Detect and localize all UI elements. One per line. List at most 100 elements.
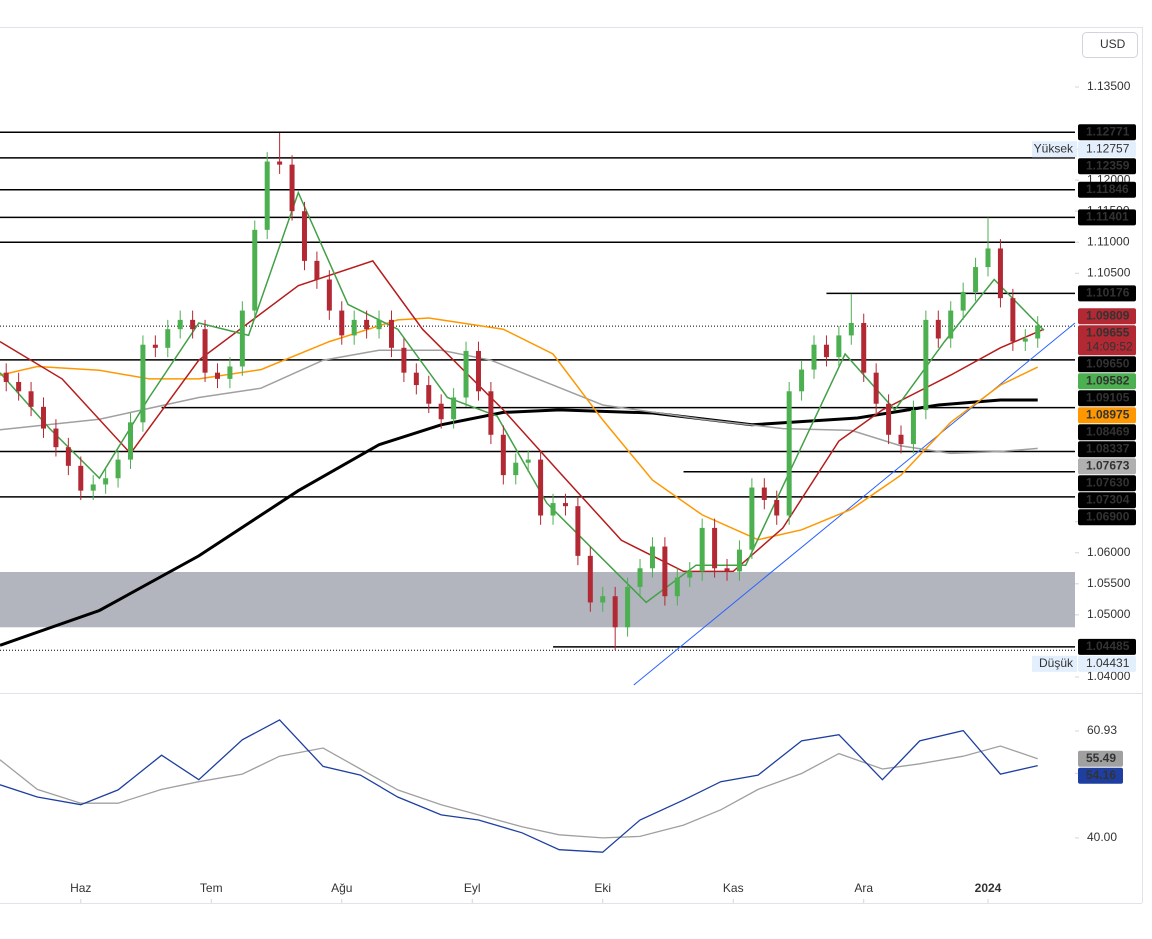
tag-badge <box>1032 141 1077 158</box>
price-badge <box>1078 458 1136 475</box>
candle-body <box>53 428 59 448</box>
candle-body <box>127 422 133 460</box>
price-badge-label: 1.06900 <box>1086 509 1130 523</box>
candle-body <box>861 322 867 373</box>
candle-body <box>600 596 606 603</box>
price-badge-label: 1.07673 <box>1086 458 1130 472</box>
price-badge <box>1078 475 1136 492</box>
indicator-badge-label: 55.49 <box>1086 751 1116 765</box>
candle-body <box>227 366 233 379</box>
y-tick-label: 1.05000 <box>1087 607 1131 621</box>
price-badge-label: 1.12757 <box>1086 141 1130 155</box>
price-badge-label: 1.08469 <box>1086 424 1130 438</box>
candle-body <box>699 527 705 572</box>
candle-body <box>873 372 879 404</box>
countdown: 14:09:52 <box>1086 339 1133 353</box>
price-badge-label: 1.07304 <box>1086 492 1130 506</box>
price-badge-label: 1.04431 <box>1086 656 1130 670</box>
currency-button[interactable] <box>1082 32 1138 58</box>
price-badge <box>1078 407 1136 424</box>
candle-body <box>575 506 581 556</box>
candle-body <box>28 391 34 407</box>
candle-body <box>326 279 332 311</box>
price-badges: 1.12771 1.12757 Yüksek 1.12359 1.11846 1.1140… <box>1032 124 1136 672</box>
price-badge <box>1078 325 1136 356</box>
price-badge <box>1078 655 1136 672</box>
indicator-line <box>0 719 1038 853</box>
candle-body <box>997 248 1003 299</box>
x-tick-label: Eyl <box>464 881 481 895</box>
candle-body <box>1022 338 1028 342</box>
y-tick-label: 1.05500 <box>1087 576 1131 590</box>
candle-body <box>177 319 183 330</box>
candle-body <box>488 391 494 435</box>
price-badge-label: 1.08337 <box>1086 441 1130 455</box>
candle-body <box>687 571 693 578</box>
price-badge-label: 1.10176 <box>1086 286 1130 300</box>
zones <box>0 572 1075 628</box>
candle-body <box>364 319 370 330</box>
trendline <box>633 322 1076 686</box>
candle-body <box>625 586 631 628</box>
y-tick-label: 1.04000 <box>1087 669 1131 683</box>
candle-body <box>3 372 9 382</box>
candle-body <box>239 310 245 367</box>
candle-body <box>289 164 295 212</box>
zone <box>0 572 1075 628</box>
moving-average <box>0 349 1038 455</box>
price-badge <box>1078 424 1136 441</box>
frame: USD <box>0 27 1143 904</box>
candle-body <box>712 527 718 569</box>
candle-body <box>500 434 506 476</box>
price-badge-label: 1.11401 <box>1086 210 1129 224</box>
candle-body <box>339 310 345 336</box>
candle-body <box>811 344 817 370</box>
time-axis: Haz Tem Ağu Eyl Eki Kas Ara 2024 <box>70 881 1002 903</box>
y-tick-label: 1.11000 <box>1087 234 1130 248</box>
tag-badge <box>1032 655 1077 672</box>
x-tick-label: Eki <box>594 881 611 895</box>
candle-body <box>277 161 283 165</box>
price-badge <box>1078 285 1136 302</box>
candle-body <box>774 499 780 516</box>
indicator-badge <box>1078 767 1123 784</box>
price-badge-label: 1.12771 <box>1086 124 1130 138</box>
candle-body <box>973 267 979 292</box>
price-badge <box>1078 181 1136 198</box>
candle-body <box>388 319 394 348</box>
candle-body <box>525 459 531 463</box>
candle-body <box>761 487 767 500</box>
currency-label: USD <box>1100 37 1126 51</box>
y-tick-label: 40.00 <box>1087 830 1117 844</box>
price-badge <box>1078 209 1136 226</box>
candle-body <box>898 434 904 445</box>
candle-body <box>736 549 742 572</box>
candle-body <box>836 335 842 358</box>
price-badge-label: 1.09105 <box>1086 390 1130 404</box>
candle-body <box>562 503 568 507</box>
candle-body <box>1010 298 1016 342</box>
tag-label: Düşük <box>1039 656 1074 670</box>
indicator <box>0 719 1038 853</box>
candle-body <box>587 555 593 603</box>
candle-body <box>823 344 829 358</box>
candle-body <box>1035 325 1041 339</box>
price-badge <box>1078 492 1136 509</box>
candle-body <box>40 406 46 429</box>
y-tick-label: 1.13500 <box>1087 79 1131 93</box>
candle-body <box>786 391 792 516</box>
x-tick-label: Tem <box>200 881 223 895</box>
candle-body <box>426 385 432 404</box>
candle-body <box>910 409 916 445</box>
y-tick-label: 60.93 <box>1087 723 1117 737</box>
candle-body <box>513 462 519 476</box>
candle-body <box>451 397 457 420</box>
price-badge <box>1078 308 1136 325</box>
candle-body <box>115 459 121 479</box>
candle-body <box>438 403 444 420</box>
indicator-badge-label: 54.16 <box>1086 768 1116 782</box>
candles <box>3 132 1041 651</box>
indicator-badge <box>1078 750 1123 767</box>
price-badge <box>1078 390 1136 407</box>
